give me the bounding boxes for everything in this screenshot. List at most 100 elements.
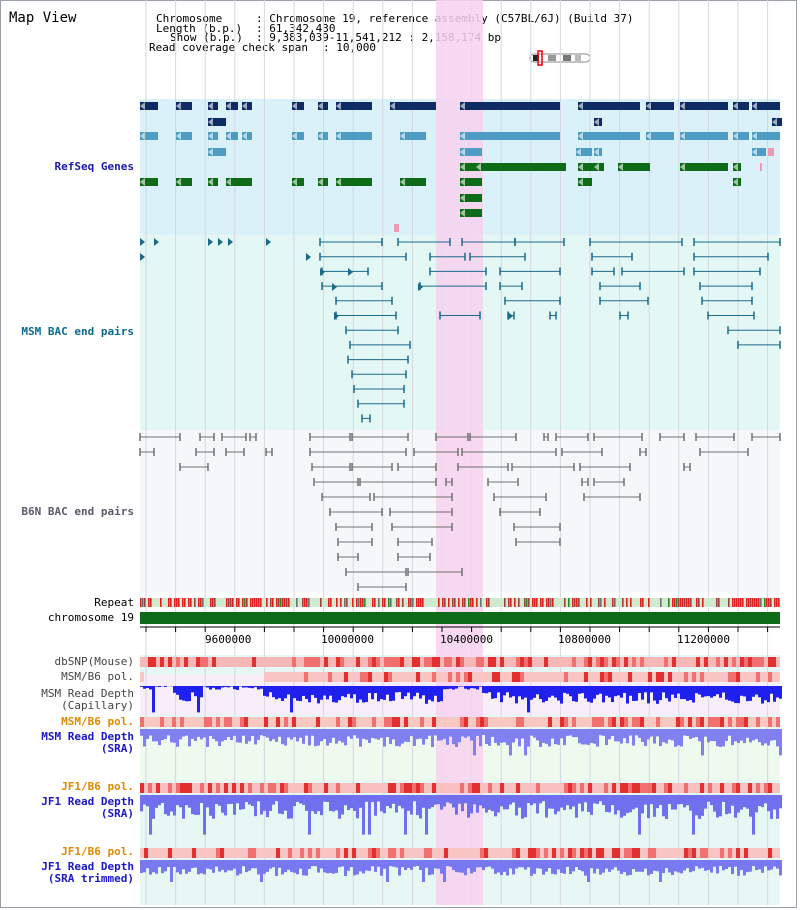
depth-bar (560, 686, 563, 704)
repeat-track[interactable] (140, 598, 780, 607)
heat-cell (328, 672, 332, 682)
heat-cell (628, 717, 632, 727)
depth-bar (446, 860, 449, 867)
repeat-mark (574, 598, 576, 607)
depth-bar (446, 729, 449, 745)
refseq-genes[interactable] (140, 102, 782, 232)
heat-cell (280, 672, 284, 682)
heat-cell (296, 672, 300, 682)
heat-cell (184, 657, 188, 667)
heat-cell (776, 783, 780, 793)
depth-bar (554, 860, 557, 875)
heat-cell (600, 657, 604, 667)
depth-bar (671, 686, 674, 695)
polymorphism-heat-tracks[interactable] (140, 657, 780, 858)
b6n-bac-pairs[interactable] (139, 433, 781, 591)
heat-cell (196, 783, 200, 793)
heat-cell (720, 717, 724, 727)
chromosome-bar[interactable] (140, 612, 780, 624)
heat-cell (520, 672, 524, 682)
bac-end-marker (320, 268, 325, 276)
gene-block (226, 178, 252, 186)
depth-bar (362, 795, 365, 835)
depth-bar (209, 860, 212, 870)
depth-bar (302, 686, 305, 696)
depth-bar (428, 686, 431, 700)
depth-bar (233, 729, 236, 736)
heat-cell (776, 848, 780, 858)
heat-cell (344, 672, 348, 682)
depth-bar (641, 795, 644, 814)
depth-bar (461, 860, 464, 873)
heat-cell (500, 657, 504, 667)
depth-bar (728, 686, 731, 701)
heat-cell (708, 848, 712, 858)
depth-bar (188, 860, 191, 872)
heat-cell (732, 672, 736, 682)
heat-cell (756, 672, 760, 682)
depth-bar (779, 860, 782, 876)
gene-arrow (680, 102, 685, 110)
heat-cell (648, 783, 652, 793)
depth-bar (704, 686, 707, 697)
heat-cell (644, 783, 648, 793)
depth-bar (482, 686, 485, 693)
heat-cell (624, 848, 628, 858)
depth-bar (545, 860, 548, 872)
heat-cell (252, 848, 256, 858)
depth-bar (194, 860, 197, 868)
depth-bar (308, 729, 311, 746)
heat-cell (228, 783, 232, 793)
heat-cell (232, 783, 236, 793)
heat-cell (688, 783, 692, 793)
heat-cell (320, 848, 324, 858)
gene-arrow (292, 102, 297, 110)
depth-bar (320, 860, 323, 869)
repeat-mark (444, 598, 446, 607)
heat-cell (740, 848, 744, 858)
heat-cell (736, 717, 740, 727)
depth-bar (746, 795, 749, 809)
heat-cell (544, 848, 548, 858)
depth-bar (164, 729, 167, 740)
repeat-mark (760, 598, 762, 607)
depth-bar (737, 795, 740, 813)
repeat-mark (358, 598, 360, 607)
depth-bar (578, 795, 581, 804)
msm-bac-pairs[interactable] (140, 238, 781, 423)
depth-bar (326, 795, 329, 802)
depth-bar (752, 686, 755, 697)
heat-cell (496, 783, 500, 793)
depth-bar (215, 795, 218, 805)
depth-bar (242, 729, 245, 736)
heat-cell (640, 672, 644, 682)
depth-bar (263, 795, 266, 811)
heat-cell (480, 717, 484, 727)
depth-bar (602, 860, 605, 873)
depth-bar (365, 729, 368, 740)
depth-bar (494, 729, 497, 743)
heat-cell (768, 717, 772, 727)
depth-bar (716, 860, 719, 874)
read-depth-tracks[interactable] (140, 686, 782, 882)
depth-bar (224, 795, 227, 816)
heat-cell (444, 783, 448, 793)
depth-bar (509, 795, 512, 805)
gene-arrow (733, 102, 738, 110)
heat-cell (196, 657, 200, 667)
b6n-bac-label[interactable]: B6N BAC end pairs (21, 505, 134, 518)
repeat-mark (564, 598, 566, 607)
heat-cell (376, 783, 380, 793)
heat-cell (412, 783, 416, 793)
refseq-genes-label[interactable]: RefSeq Genes (54, 160, 134, 173)
heat-cell (236, 783, 240, 793)
repeat-mark (284, 598, 286, 607)
heat-cell (204, 717, 208, 727)
depth-bar (581, 795, 584, 812)
depth-bar (476, 729, 479, 736)
depth-bar (155, 860, 158, 874)
depth-bar (371, 686, 374, 700)
heat-cell (748, 783, 752, 793)
msm-bac-label[interactable]: MSM BAC end pairs (21, 325, 134, 338)
